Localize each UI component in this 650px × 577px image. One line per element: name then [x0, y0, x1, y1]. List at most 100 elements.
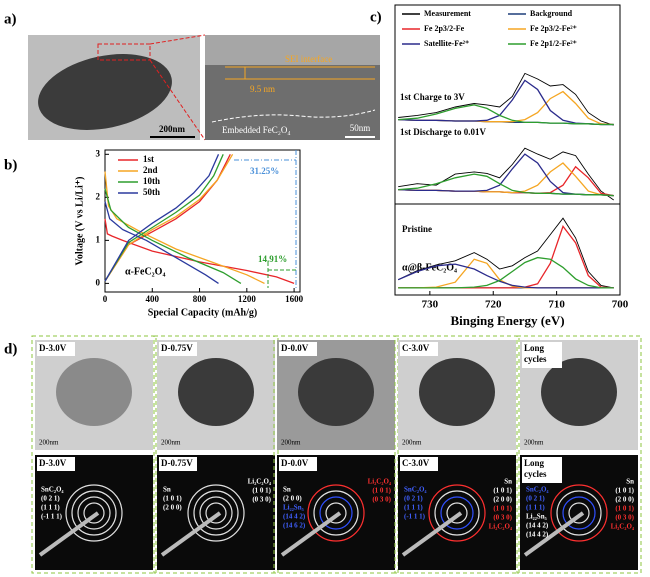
saed-image	[35, 455, 153, 570]
label-box	[159, 457, 197, 471]
particle	[38, 54, 172, 130]
pattern-title: D-3.0V	[39, 458, 67, 468]
curve	[104, 153, 265, 284]
image-title: D-0.0V	[281, 343, 309, 353]
scale-label: 200nm	[524, 439, 544, 447]
ring-label: (0 2 1)	[41, 495, 60, 503]
zoom-line	[149, 59, 206, 141]
label-box	[400, 342, 438, 356]
ring-label: (0 3 0)	[372, 496, 391, 504]
measurement	[398, 147, 614, 201]
x-tick-label: 800	[193, 294, 207, 304]
subplot-label: 1st Discharge to 0.01V	[400, 127, 486, 137]
ring-label: (0 3 0)	[252, 496, 271, 504]
boundary	[211, 109, 376, 123]
legend-label: 50th	[143, 187, 160, 197]
saed-image	[398, 455, 516, 570]
y-tick-label: 0	[96, 277, 101, 287]
particle	[419, 358, 495, 426]
ring-label: Sn	[163, 486, 171, 494]
column-frame	[394, 335, 520, 574]
image-title: D-0.75V	[161, 343, 193, 353]
ring-label: (14 4 2)	[283, 513, 306, 521]
beam-stop	[401, 511, 463, 557]
label-box	[400, 457, 438, 471]
beam-stop	[38, 511, 100, 557]
scale-label: 200nm	[161, 439, 181, 447]
scale-label: 50nm	[350, 123, 371, 133]
label-box	[37, 342, 75, 356]
diffraction-ring	[325, 502, 347, 524]
scale-label: 200nm	[402, 439, 422, 447]
beam-stop	[280, 511, 342, 557]
ring-label: Sn	[504, 478, 512, 486]
ring-label: (1 0 1)	[163, 495, 182, 503]
image-title: C-3.0V	[402, 343, 430, 353]
ring-label: (1 1 1)	[41, 504, 60, 512]
ring-label: (2 0 0)	[615, 496, 634, 504]
annotation-arrow	[234, 150, 297, 288]
x-tick-label: 700	[612, 299, 629, 311]
diffraction-ring	[65, 484, 123, 542]
label-box	[522, 457, 562, 483]
panel-label: a)	[4, 11, 17, 27]
legend-label: 10th	[143, 176, 160, 186]
ring-label: (1 0 1)	[615, 487, 634, 495]
particle	[541, 358, 617, 426]
diffraction-ring	[77, 496, 111, 530]
annotation: SEI interface	[285, 54, 332, 64]
legend-label: Fe 2p3/2-Fe	[424, 24, 465, 33]
column-frame	[153, 335, 279, 574]
diffraction-ring	[313, 490, 359, 536]
y-axis-label: Voltage (V vs Li/Li⁺)	[74, 177, 85, 266]
column-frame	[273, 335, 399, 574]
ring-label: (14 4 2)	[526, 522, 549, 530]
annotation: Embedded FeC₂O₄	[222, 125, 291, 135]
diffraction-ring	[550, 484, 608, 542]
annotation: 31.25%	[250, 166, 279, 176]
x-tick-label: 1600	[285, 294, 304, 304]
diffraction-ring	[199, 496, 233, 530]
pattern-title: D-0.75V	[161, 458, 193, 468]
particle	[56, 358, 132, 426]
fit-curve	[398, 104, 614, 126]
y-tick-label: 1	[96, 234, 101, 244]
scale-label: 200nm	[159, 124, 186, 134]
ring-label: (1 0 1)	[493, 487, 512, 495]
ring-label: SnC₂O₄	[404, 486, 427, 494]
particle	[298, 358, 374, 426]
annotation: 14.91%	[258, 254, 287, 264]
ring-label: (14 4 2)	[526, 531, 549, 539]
legend-label: 1st	[143, 154, 154, 164]
ring-label: Li₂₂Sn₅	[526, 513, 547, 521]
label-box	[159, 342, 197, 356]
y-tick-label: 2	[96, 191, 101, 201]
ring-label: (1 0 1)	[493, 505, 512, 513]
x-tick-label: 0	[103, 294, 108, 304]
ring-label: (1 0 1)	[252, 487, 271, 495]
fit-curve	[398, 173, 614, 197]
annotation: α-FeC₂O₄	[125, 266, 165, 277]
saed-image	[157, 455, 275, 570]
diffraction-ring	[434, 490, 480, 536]
ring-label: SnC₂O₄	[526, 486, 549, 494]
pattern-title: C-3.0V	[402, 458, 430, 468]
ring-label: (2 0 0)	[163, 504, 182, 512]
particle	[178, 358, 254, 426]
ring-label: (14 6 2)	[283, 522, 306, 530]
diffraction-ring	[440, 496, 474, 530]
ring-label: (1 1 1)	[404, 504, 423, 512]
label-box	[279, 457, 317, 471]
measurement	[398, 72, 614, 126]
image-title: D-3.0V	[39, 343, 67, 353]
diffraction-ring	[556, 490, 602, 536]
ring-label: Li₂₂Sn₅	[283, 504, 304, 512]
diffraction-ring	[83, 502, 105, 524]
beam-stop	[523, 511, 585, 557]
subplot-label: Pristine	[402, 224, 432, 234]
panel-a	[28, 34, 380, 141]
ring-label: Li₂C₂O₄	[248, 478, 272, 486]
panel-label: c)	[370, 9, 382, 25]
x-tick-label: 710	[548, 299, 565, 311]
